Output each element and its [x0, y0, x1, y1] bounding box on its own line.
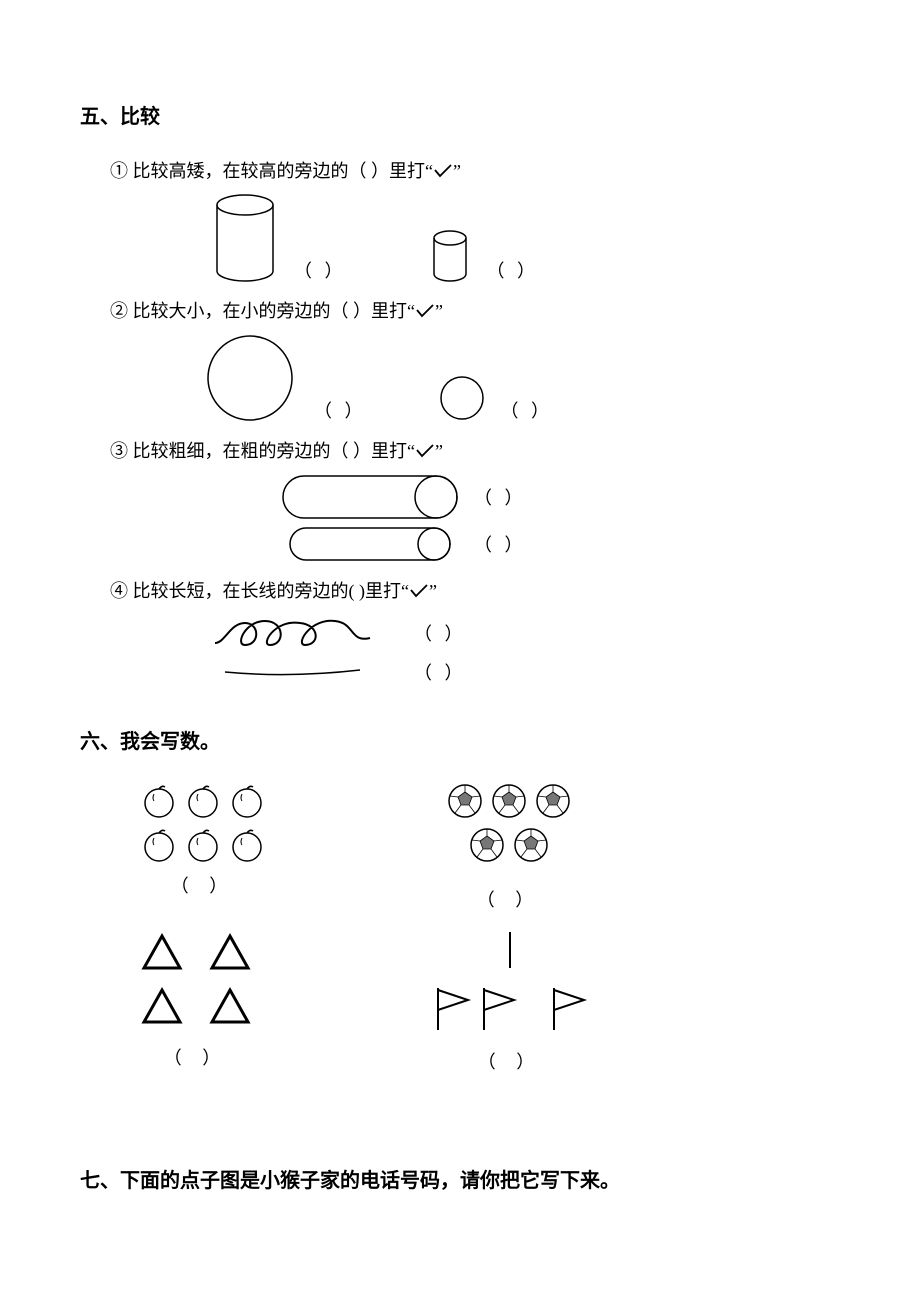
soccer-ball-icon	[468, 826, 506, 864]
triangle-icon	[140, 932, 184, 972]
q2-text: ② 比较大小，在小的旁边的（ ）里打“ ”	[110, 297, 840, 323]
thin-capsule	[280, 525, 460, 563]
q3-text: ③ 比较粗细，在粗的旁边的（ ）里打“ ”	[110, 437, 840, 463]
section-7-title: 七、下面的点子图是小猴子家的电话号码，请你把它写下来。	[80, 1164, 840, 1193]
q3-after: ”	[435, 441, 443, 461]
flag-icon	[548, 986, 588, 1030]
flags-paren: （ ）	[432, 1048, 588, 1074]
q2-after: ”	[435, 301, 443, 321]
apple-icon	[184, 782, 222, 820]
q1-row: （ ） （ ）	[110, 193, 840, 283]
soccer-ball-icon	[512, 826, 550, 864]
section-5-title: 五、比较	[80, 100, 840, 129]
q1-paren1: （ ）	[294, 257, 347, 283]
balls-paren: （ ）	[446, 886, 572, 912]
apple-icon	[228, 826, 266, 864]
q1-text: ① 比较高矮，在较高的旁边的（ ）里打“ ”	[110, 157, 840, 183]
soccer-ball-icon	[446, 782, 484, 820]
big-circle	[200, 333, 300, 423]
q4-after: ”	[429, 581, 437, 601]
q3-paren2: （ ）	[474, 531, 527, 557]
q2-before: ② 比较大小，在小的旁边的（ ）里打“	[110, 301, 415, 321]
small-circle	[437, 373, 487, 423]
q2-row: （ ） （ ）	[110, 333, 840, 423]
soccer-ball-icon	[490, 782, 528, 820]
q3-before: ③ 比较粗细，在粗的旁边的（ ）里打“	[110, 441, 415, 461]
section-6-title: 六、我会写数。	[80, 725, 840, 754]
apples-paren: （ ）	[140, 872, 266, 898]
flag-icon	[432, 986, 472, 1030]
triangle-icon	[208, 986, 252, 1026]
thick-capsule	[280, 473, 460, 521]
apples-item: （ ）	[140, 782, 266, 912]
q4-paren2: （ ）	[414, 659, 467, 685]
q3-paren1: （ ）	[474, 484, 527, 510]
q1-before: ① 比较高矮，在较高的旁边的（ ）里打“	[110, 161, 433, 181]
q1-after: ”	[453, 161, 461, 181]
short-line	[210, 662, 400, 682]
check-icon	[409, 583, 429, 599]
check-icon	[433, 163, 453, 179]
check-icon	[415, 443, 435, 459]
apple-icon	[184, 826, 222, 864]
balls-item: （ ）	[446, 782, 572, 912]
q4-text: ④ 比较长短，在长线的旁边的( )里打“ ”	[110, 577, 840, 603]
flag-icon	[478, 986, 518, 1030]
apple-icon	[228, 782, 266, 820]
stick-icon	[506, 932, 514, 968]
q1-paren2: （ ）	[487, 257, 540, 283]
q4-paren1: （ ）	[414, 620, 467, 646]
q2-paren2: （ ）	[501, 397, 554, 423]
check-icon	[415, 303, 435, 319]
q2-paren1: （ ）	[314, 397, 367, 423]
section-6-row2: （ ） （ ）	[140, 932, 840, 1074]
section-6-row1: （ ） （ ）	[140, 782, 840, 912]
short-cylinder	[427, 229, 473, 283]
curly-line	[210, 613, 400, 653]
triangle-icon	[208, 932, 252, 972]
apple-icon	[140, 782, 178, 820]
apple-icon	[140, 826, 178, 864]
soccer-ball-icon	[534, 782, 572, 820]
tall-cylinder	[210, 193, 280, 283]
q4-before: ④ 比较长短，在长线的旁边的( )里打“	[110, 581, 409, 601]
flags-item: （ ）	[432, 932, 588, 1074]
triangle-icon	[140, 986, 184, 1026]
triangles-item: （ ）	[140, 932, 252, 1074]
triangles-paren: （ ）	[140, 1044, 252, 1070]
